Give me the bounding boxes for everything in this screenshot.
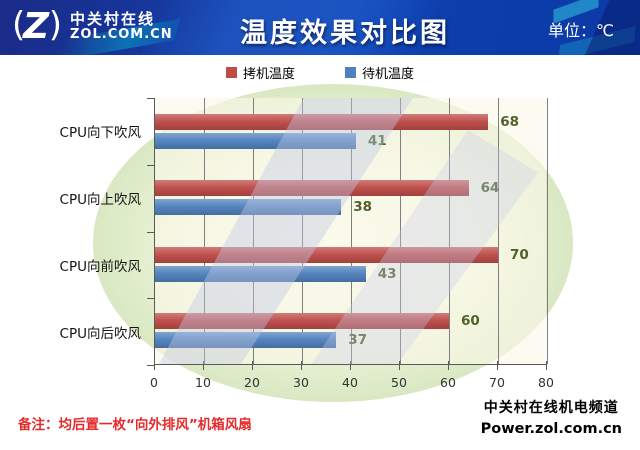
legend-item: 拷机温度: [225, 63, 295, 82]
gridline: [546, 98, 548, 364]
x-axis-tick: [398, 361, 400, 370]
x-axis-tick: [202, 361, 204, 370]
credit-block: 中关村在线机电频道 Power.zol.com.cn: [481, 398, 622, 440]
legend-label: 待机温度: [362, 67, 415, 82]
x-axis-tick: [496, 361, 498, 370]
zol-logo-icon: ( Z ): [12, 5, 62, 47]
legend-swatch: [345, 67, 356, 78]
x-axis-tick-label: 60: [440, 375, 456, 390]
category-label: CPU向上吹风: [59, 192, 141, 209]
x-axis-tick-label: 70: [489, 375, 505, 390]
bar-拷机温度: [155, 180, 469, 197]
value-label: 68: [500, 113, 519, 130]
bar-待机温度: [155, 199, 342, 216]
category-label: CPU向前吹风: [59, 258, 141, 275]
brand-name-cn: 中关村在线: [70, 10, 156, 29]
y-axis-tick: [147, 231, 155, 233]
credit-channel: 中关村在线机电频道: [483, 400, 619, 416]
category-label: CPU向下吹风: [59, 125, 141, 142]
bar-with-label: 60: [155, 313, 546, 330]
bar-group: 64 38: [155, 165, 546, 232]
zol-logo: ( Z ) 中关村在线 ZOL.COM.CN: [12, 4, 173, 50]
bar-with-label: 68: [155, 113, 546, 130]
x-axis-tick-label: 10: [195, 375, 211, 390]
gridline: [203, 98, 205, 364]
brand-name-en: ZOL.COM.CN: [70, 27, 173, 43]
x-axis-tick: [300, 361, 302, 370]
gridline: [399, 98, 401, 364]
x-axis-tick: [349, 361, 351, 370]
x-axis-tick: [545, 361, 547, 370]
bars-layer: 68 41 64 38 70 43 60 37: [155, 98, 546, 364]
bar-with-label: 70: [155, 246, 546, 263]
value-label: 70: [510, 246, 529, 263]
gridline: [497, 98, 499, 364]
bar-with-label: 41: [155, 132, 546, 149]
y-axis-tick: [147, 298, 155, 300]
gridline: [448, 98, 450, 364]
credit-site: Power.zol.com.cn: [480, 421, 622, 437]
value-label: 37: [348, 332, 368, 349]
bar-拷机温度: [155, 113, 489, 130]
x-axis-tick: [153, 361, 155, 370]
bar-待机温度: [155, 332, 337, 349]
bar-拷机温度: [155, 246, 498, 263]
bar-group: 60 37: [155, 298, 546, 365]
gridline: [301, 98, 303, 364]
gridline: [350, 98, 352, 364]
legend-label: 拷机温度: [242, 67, 295, 82]
header-banner: ( Z ) 中关村在线 ZOL.COM.CN 温度效果对比图 单位：℃: [0, 0, 640, 55]
x-axis-tick-label: 30: [293, 375, 309, 390]
x-axis-tick-label: 20: [244, 375, 260, 390]
bar-with-label: 64: [155, 180, 546, 197]
category-label: CPU向后吹风: [59, 325, 141, 342]
x-axis-tick-label: 40: [342, 375, 358, 390]
value-label: 38: [353, 199, 372, 216]
plot-area: 68 41 64 38 70 43 60 37: [147, 98, 548, 366]
unit-label: 单位：℃: [548, 21, 614, 40]
bar-group: 70 43: [155, 231, 546, 298]
bar-拷机温度: [155, 313, 449, 330]
y-axis-tick: [147, 365, 155, 366]
x-axis-tick-label: 50: [391, 375, 407, 390]
legend-swatch: [225, 67, 237, 78]
bar-with-label: 37: [155, 332, 546, 349]
page-title: 温度效果对比图: [240, 18, 450, 49]
footnote: 备注：均后置一枚“向外排风”机箱风扇: [18, 417, 252, 433]
x-axis-tick: [447, 361, 449, 370]
x-axis-tick-label: 0: [150, 375, 158, 390]
value-label: 43: [377, 265, 397, 282]
bar-with-label: 38: [155, 199, 546, 216]
brand-text: 中关村在线 ZOL.COM.CN: [70, 10, 173, 43]
legend: 拷机温度 待机温度: [0, 63, 640, 82]
legend-item: 待机温度: [345, 63, 414, 82]
bar-with-label: 43: [155, 265, 546, 282]
value-label: 41: [367, 132, 387, 149]
x-axis-tick: [251, 361, 253, 370]
bar-group: 68 41: [155, 98, 546, 165]
y-axis-tick: [147, 164, 155, 166]
gridline: [252, 98, 254, 364]
bar-待机温度: [155, 132, 356, 149]
value-label: 64: [480, 180, 500, 197]
category-labels: CPU向下吹风 CPU向上吹风 CPU向前吹风 CPU向后吹风: [0, 98, 148, 365]
bar-待机温度: [155, 265, 366, 282]
y-axis-tick: [147, 98, 155, 99]
x-axis: 0 10 20 30 40 50 60 70 80: [150, 361, 554, 397]
x-axis-tick-label: 80: [538, 375, 554, 390]
value-label: 60: [461, 313, 480, 330]
